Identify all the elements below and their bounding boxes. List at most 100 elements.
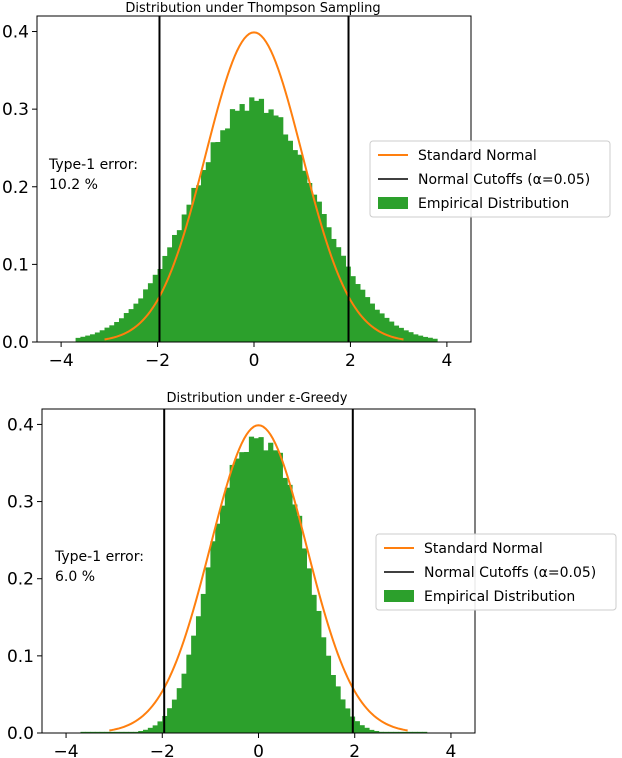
histogram-bar — [162, 255, 168, 342]
histogram-bar — [412, 731, 418, 733]
histogram-bar — [383, 731, 389, 733]
legend-swatch — [384, 590, 414, 602]
histogram-bar — [229, 464, 235, 733]
type1-error-label: Type-1 error: — [54, 549, 144, 565]
histogram-bar — [104, 731, 110, 733]
histogram-bar — [239, 104, 245, 342]
histogram-bar — [345, 708, 351, 733]
histogram-bar — [195, 616, 202, 733]
histogram-bar — [99, 330, 105, 342]
x-tick-label: 2 — [349, 742, 360, 758]
histogram-bar — [75, 337, 81, 342]
type1-error-value: 6.0 % — [55, 569, 95, 585]
panel-epsilon-greedy: Distribution under ε-Greedy 0.0 0.1 0.2 0.3… — [7, 391, 617, 758]
histogram-bar — [191, 187, 197, 342]
histogram-bar — [287, 484, 293, 733]
panel-thompson-sampling: Distribution under Thompson Sampling 0.0… — [2, 1, 611, 371]
histogram-bar — [388, 731, 394, 733]
histogram-bar — [249, 97, 255, 343]
histogram-bar — [94, 731, 101, 733]
histogram-bar — [123, 731, 129, 733]
histogram-bar — [234, 458, 240, 733]
histogram-bar — [229, 109, 236, 342]
histogram-bar — [181, 673, 187, 733]
histogram-bar — [244, 110, 250, 343]
histogram-bar — [152, 725, 158, 733]
legend-box — [369, 140, 611, 218]
histogram-bar — [360, 289, 366, 342]
histogram-bar — [263, 112, 269, 342]
histogram-bar — [167, 247, 173, 342]
histogram-bar — [254, 100, 260, 342]
histogram-bar — [171, 699, 178, 733]
histogram-bar — [402, 731, 409, 733]
histogram-bar — [369, 303, 375, 342]
histogram-bar — [398, 731, 404, 733]
histogram-bar — [128, 731, 134, 733]
histogram-bar — [186, 654, 192, 733]
y-tick-label: 0.3 — [7, 493, 34, 513]
x-tick-label: −4 — [49, 351, 74, 371]
histogram-bar — [369, 729, 375, 733]
histogram-bar — [85, 335, 91, 342]
histogram-bar — [359, 725, 365, 733]
legend-label: Normal Cutoffs (α=0.05) — [424, 565, 596, 581]
histogram-bar — [354, 721, 360, 733]
histogram-bar — [268, 442, 274, 733]
histogram-bar — [316, 201, 322, 342]
y-axis-ticks: 0.0 0.1 0.2 0.3 0.4 — [2, 23, 37, 353]
x-tick-label: 0 — [249, 351, 260, 371]
histogram-bar — [138, 298, 144, 342]
histogram-bar — [301, 548, 308, 733]
histogram-bar — [186, 204, 192, 342]
histogram-bar — [302, 170, 308, 342]
histogram-bar — [374, 309, 380, 342]
histogram-bar — [384, 317, 390, 342]
y-tick-label: 0.3 — [2, 100, 29, 120]
histogram-bar — [306, 568, 312, 733]
histogram-bar — [244, 451, 250, 733]
histogram-bar — [307, 183, 313, 342]
legend-label: Standard Normal — [418, 148, 537, 164]
histogram-bar — [90, 334, 96, 342]
y-tick-label: 0.4 — [7, 415, 34, 435]
histogram-bar — [263, 450, 269, 733]
histogram-bar — [389, 321, 395, 342]
type1-error-value: 10.2 % — [49, 177, 98, 193]
histogram-bar — [364, 727, 370, 733]
histogram-bar — [378, 731, 384, 733]
histogram-bar — [147, 727, 154, 733]
histogram-bar — [200, 170, 207, 342]
histogram-bar — [123, 313, 130, 342]
histogram-bar — [94, 332, 101, 342]
histogram-bar — [422, 731, 428, 733]
histogram-bar — [176, 230, 183, 342]
legend-box — [375, 533, 617, 611]
histogram-bar — [220, 505, 226, 733]
y-tick-label: 0.1 — [7, 647, 34, 667]
type1-error-label: Type-1 error: — [48, 157, 138, 173]
histogram-bar — [128, 309, 134, 342]
histogram-bar — [118, 731, 125, 733]
histogram-bar — [200, 593, 206, 733]
histogram-bar — [335, 686, 341, 733]
histogram-bar — [225, 128, 231, 342]
histogram-bar — [133, 731, 139, 733]
histogram-bar — [85, 731, 91, 733]
histogram-bar — [114, 731, 120, 733]
histogram-bar — [258, 98, 265, 342]
normal-cutoff-lines — [163, 409, 354, 733]
histogram-bars — [80, 436, 428, 733]
histogram-bar — [258, 437, 264, 733]
histogram-bar — [167, 708, 173, 733]
histogram-bar — [172, 234, 178, 342]
normal-cutoff-lines — [158, 16, 350, 342]
legend: Standard Normal Normal Cutoffs (α=0.05) Em… — [369, 140, 611, 218]
histogram-bar — [80, 731, 86, 733]
y-tick-label: 0.2 — [7, 570, 34, 590]
histogram-bar — [278, 117, 284, 343]
y-tick-label: 0.4 — [2, 23, 29, 43]
standard-normal-curve — [104, 31, 404, 341]
x-tick-label: 4 — [446, 742, 457, 758]
histogram-bar — [220, 130, 226, 342]
